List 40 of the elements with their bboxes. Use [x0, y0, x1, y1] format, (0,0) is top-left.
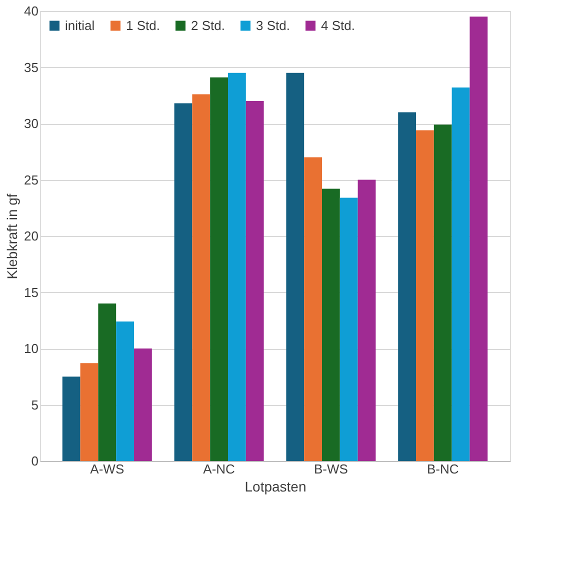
legend-label: 1 Std.	[126, 18, 160, 33]
x-tick-label: A-WS	[90, 462, 124, 476]
bar	[304, 157, 322, 461]
bar	[452, 88, 470, 461]
legend-label: 4 Std.	[321, 18, 355, 33]
bar	[340, 198, 358, 461]
y-tick-label: 15	[24, 284, 38, 300]
y-axis-title: Klebkraft in gf	[4, 194, 20, 280]
y-tick-label: 40	[24, 4, 38, 18]
bar	[116, 322, 134, 461]
legend-label: 2 Std.	[191, 18, 225, 33]
x-tick-label: B-NC	[426, 462, 459, 476]
bar	[80, 363, 98, 461]
y-tick-label: 20	[24, 228, 38, 244]
y-tick-label: 25	[24, 172, 38, 188]
bar	[134, 348, 152, 461]
bar	[358, 180, 376, 461]
bar	[174, 103, 192, 461]
bar	[210, 77, 228, 461]
y-tick-label: 35	[24, 60, 38, 75]
x-axis-title: Lotpasten	[244, 478, 306, 494]
x-tick-label: B-WS	[314, 462, 348, 476]
x-tick-label: A-NC	[203, 462, 235, 476]
bar	[434, 124, 452, 461]
bar	[470, 16, 488, 461]
y-tick-label: 0	[31, 454, 38, 468]
bar	[322, 188, 340, 461]
bar	[62, 376, 80, 461]
bar	[228, 72, 246, 461]
bar	[246, 101, 264, 461]
y-tick-label: 10	[24, 341, 38, 356]
bar	[416, 130, 434, 461]
bar	[192, 94, 210, 461]
legend-label: initial	[65, 18, 95, 33]
bar	[286, 72, 304, 461]
y-tick-label: 30	[24, 116, 38, 131]
bar	[98, 304, 116, 461]
bar	[398, 112, 416, 461]
legend-label: 3 Std.	[256, 18, 290, 33]
y-tick-label: 5	[31, 397, 38, 412]
